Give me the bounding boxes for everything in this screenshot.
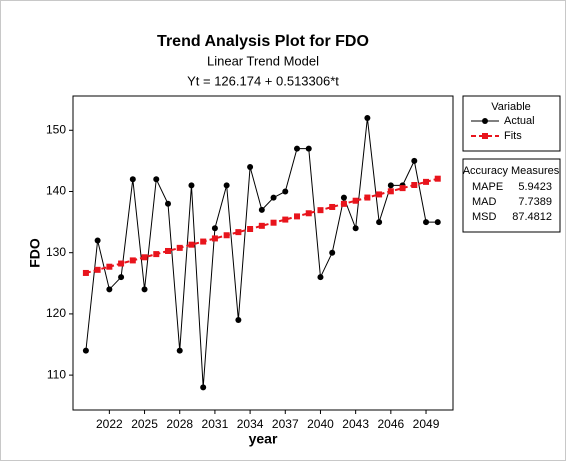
accuracy-name: MSD: [472, 211, 497, 223]
data-point: [258, 222, 265, 229]
data-point: [94, 237, 101, 244]
data-point: [376, 191, 383, 198]
data-point: [305, 210, 312, 217]
data-point: [434, 175, 441, 182]
data-point: [118, 274, 125, 281]
data-point: [129, 257, 136, 264]
data-point: [223, 182, 230, 189]
legend-marker: [482, 118, 488, 124]
data-point: [305, 145, 312, 152]
data-point: [94, 266, 101, 273]
y-tick-label: 120: [46, 306, 66, 320]
data-point: [411, 181, 418, 188]
data-point: [176, 244, 183, 251]
x-tick-label: 2031: [202, 417, 229, 431]
legend-label: Fits: [504, 130, 522, 142]
data-point: [153, 176, 160, 183]
data-point: [294, 213, 301, 220]
data-point: [376, 219, 383, 226]
data-point: [188, 241, 195, 248]
y-tick-label: 140: [46, 184, 66, 198]
data-point: [258, 206, 265, 213]
data-point: [434, 219, 441, 226]
trend-equation: Yt = 126.174 + 0.513306*t: [187, 73, 339, 88]
y-tick-label: 130: [46, 245, 66, 259]
chart-title: Trend Analysis Plot for FDO: [157, 33, 369, 50]
data-point: [423, 178, 430, 185]
accuracy-title: Accuracy Measures: [463, 165, 560, 177]
data-point: [364, 115, 371, 122]
data-point: [118, 260, 125, 267]
data-point: [340, 200, 347, 207]
data-point: [141, 254, 148, 261]
x-axis-label: year: [249, 431, 278, 447]
data-point: [235, 317, 242, 324]
data-point: [200, 238, 207, 245]
data-point: [247, 164, 254, 171]
data-point: [82, 269, 89, 276]
x-tick-label: 2046: [377, 417, 404, 431]
x-tick-label: 2037: [272, 417, 299, 431]
data-point: [141, 286, 148, 293]
data-point: [165, 247, 171, 254]
legend-box: [462, 95, 561, 152]
data-point: [411, 157, 418, 164]
data-point: [82, 347, 89, 354]
x-tick-label: 2025: [131, 417, 158, 431]
y-axis-label: FDO: [27, 238, 43, 268]
data-point: [270, 219, 277, 226]
data-point: [188, 182, 195, 189]
data-point: [282, 188, 289, 195]
y-tick-label: 110: [47, 367, 66, 381]
data-point: [340, 194, 347, 201]
accuracy-box: [462, 158, 561, 233]
accuracy-name: MAD: [472, 196, 497, 208]
data-point: [153, 251, 160, 258]
data-point: [235, 229, 242, 236]
x-tick-label: 2043: [342, 417, 369, 431]
data-point: [200, 384, 207, 391]
data-point: [106, 286, 113, 293]
data-point: [352, 197, 359, 204]
data-point: [223, 232, 230, 239]
data-point: [282, 216, 289, 223]
accuracy-name: MAPE: [472, 181, 503, 193]
data-point: [270, 194, 277, 201]
plot-area: [72, 95, 454, 411]
data-point: [329, 249, 336, 256]
data-point: [387, 182, 394, 189]
data-point: [423, 219, 430, 226]
data-point: [211, 225, 218, 232]
data-point: [317, 274, 324, 281]
legend-label: Actual: [504, 115, 535, 127]
legend-title: Variable: [491, 101, 531, 113]
data-point: [165, 200, 171, 207]
accuracy-value: 5.9423: [518, 181, 552, 193]
x-tick-label: 2040: [307, 417, 334, 431]
x-tick-label: 2049: [413, 417, 440, 431]
data-point: [106, 263, 113, 270]
x-tick-label: 2034: [237, 417, 264, 431]
data-point: [176, 347, 183, 354]
x-tick-label: 2022: [96, 417, 123, 431]
accuracy-value: 7.7389: [518, 196, 552, 208]
data-point: [387, 188, 394, 195]
accuracy-value: 87.4812: [512, 211, 552, 223]
legend-marker: [482, 133, 488, 139]
data-point: [317, 207, 324, 214]
data-point: [399, 185, 406, 192]
y-tick-label: 150: [46, 122, 66, 136]
data-point: [352, 225, 359, 232]
chart-subtitle: Linear Trend Model: [207, 53, 319, 68]
data-point: [211, 235, 218, 242]
x-tick-label: 2028: [166, 417, 193, 431]
data-point: [294, 145, 301, 152]
data-point: [364, 194, 371, 201]
data-point: [129, 176, 136, 183]
data-point: [329, 203, 336, 210]
data-point: [247, 226, 254, 233]
